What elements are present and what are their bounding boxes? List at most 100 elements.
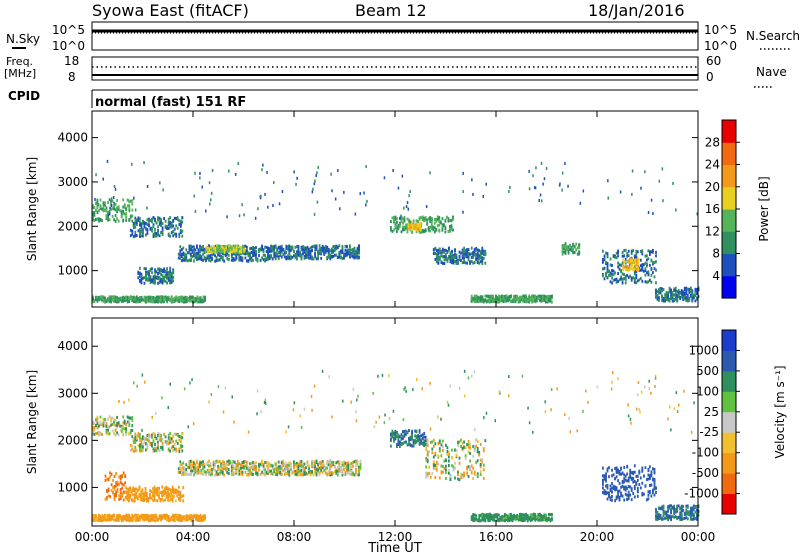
echo-cell — [626, 486, 629, 490]
echo-cell — [526, 297, 529, 301]
echo-cell — [255, 471, 257, 475]
echo-cell — [122, 490, 125, 494]
echo-cell — [207, 250, 209, 254]
echo-cell — [649, 263, 651, 267]
echo-cell — [193, 251, 195, 255]
echo-cell — [183, 252, 186, 256]
echo-cell — [169, 449, 172, 453]
echo-cell — [318, 244, 321, 248]
echo-cell — [160, 223, 162, 227]
echo-cell — [177, 470, 180, 474]
echo-cell — [113, 298, 115, 302]
echo-cell — [102, 424, 105, 428]
echo-cell — [327, 463, 330, 467]
echo-cell — [582, 189, 585, 193]
echo-cell — [145, 278, 147, 282]
echo-cell — [277, 245, 280, 249]
echo-cell — [333, 470, 336, 474]
echo-cell — [169, 440, 172, 444]
echo-cell — [349, 255, 351, 259]
echo-cell — [154, 227, 156, 231]
echo-cell — [609, 280, 612, 284]
echo-cell — [214, 473, 216, 477]
echo-cell — [448, 464, 450, 467]
echo-cell — [152, 216, 155, 220]
echo-cell — [603, 256, 606, 260]
echo-cell — [302, 462, 304, 466]
echo-cell — [117, 421, 120, 425]
echo-cell — [688, 288, 691, 291]
echo-cell — [425, 205, 428, 209]
echo-cell — [218, 465, 221, 469]
echo-cell — [570, 245, 573, 249]
echo-cell — [458, 456, 461, 460]
echo-cell — [685, 299, 688, 302]
echo-cell — [402, 217, 404, 221]
echo-cell — [406, 227, 409, 230]
echo-cell — [445, 464, 447, 468]
echo-cell — [414, 438, 416, 442]
echo-cell — [402, 442, 404, 446]
echo-cell — [617, 254, 619, 258]
echo-cell — [350, 253, 353, 257]
echo-cell — [330, 251, 333, 255]
echo-cell — [673, 293, 676, 297]
echo-cell — [238, 258, 241, 262]
echo-cell — [655, 294, 657, 298]
echo-cell — [268, 470, 271, 473]
echo-cell — [340, 249, 342, 253]
echo-cell — [119, 298, 122, 302]
echo-cell — [200, 254, 203, 258]
echo-cell — [336, 460, 339, 464]
echo-cell — [183, 472, 186, 476]
echo-cell — [655, 254, 657, 258]
echo-cell — [176, 299, 179, 303]
echo-cell — [320, 468, 323, 472]
echo-cell — [423, 431, 426, 435]
echo-cell — [635, 276, 638, 280]
echo-cell — [644, 273, 647, 277]
echo-cell — [113, 485, 116, 488]
echo-cell — [652, 261, 654, 265]
echo-cell — [199, 250, 201, 253]
echo-cell — [186, 259, 189, 263]
echo-cell — [658, 179, 661, 183]
echo-cell — [317, 165, 319, 169]
echo-cell — [171, 487, 174, 491]
echo-cell — [110, 419, 112, 423]
echo-cell — [140, 298, 143, 302]
echo-cell — [534, 186, 536, 190]
echo-cell — [516, 295, 518, 299]
echo-cell — [352, 254, 354, 258]
echo-cell — [641, 252, 644, 256]
echo-cell — [332, 249, 335, 253]
echo-cell — [441, 223, 444, 227]
echo-cell — [458, 461, 461, 465]
echo-cell — [157, 216, 159, 220]
echo-cell — [120, 213, 123, 216]
echo-cell — [449, 259, 452, 262]
echo-cell — [475, 460, 478, 464]
echo-cell — [113, 487, 116, 491]
echo-cell — [151, 300, 153, 304]
echo-cell — [452, 260, 455, 263]
echo-cell — [617, 491, 619, 495]
echo-cell — [308, 253, 310, 257]
echo-cell — [134, 448, 137, 452]
echo-cell — [461, 446, 464, 450]
echo-cell — [155, 297, 158, 301]
echo-cell — [96, 204, 99, 208]
echo-cell — [617, 261, 619, 265]
echo-cell — [528, 298, 531, 302]
echo-cell — [158, 493, 160, 497]
echo-cell — [331, 189, 333, 193]
echo-cell — [240, 258, 242, 262]
echo-cell — [146, 296, 149, 300]
echo-cell — [650, 470, 653, 474]
echo-cell — [392, 169, 394, 172]
echo-cell — [603, 477, 606, 481]
echo-cell — [241, 256, 244, 260]
echo-cell — [216, 250, 218, 254]
echo-cell — [255, 253, 257, 257]
echo-cell — [158, 435, 161, 439]
